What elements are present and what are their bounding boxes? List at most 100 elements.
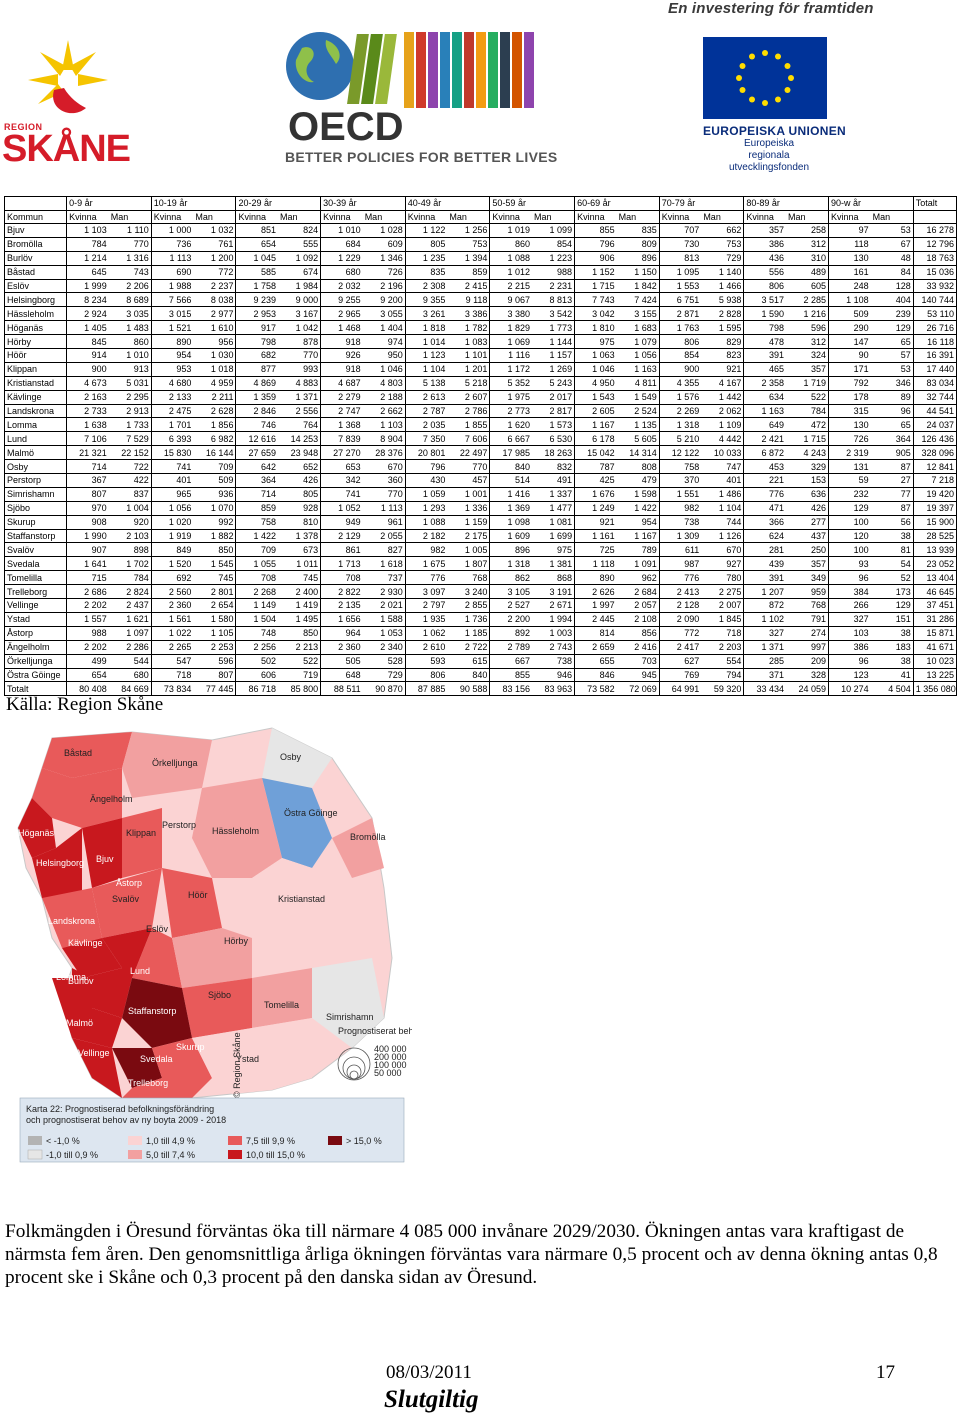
- value-cell: 988: [532, 264, 576, 280]
- map-label: Trelleborg: [128, 1078, 168, 1088]
- map-label: Svedala: [140, 1054, 173, 1064]
- age-group-header: 10-19 år: [150, 196, 237, 211]
- kvinna-header: Kvinna: [574, 209, 617, 224]
- value-cell: 593: [404, 653, 448, 669]
- table-row: Klippan 900 913 953 1 018 877 993 918 1 046 1 104…: [3, 361, 958, 377]
- value-cell: 769: [658, 667, 702, 683]
- eu-stars-icon: [736, 50, 794, 106]
- value-cell: 357: [785, 361, 830, 377]
- value-cell: 753: [701, 236, 745, 252]
- map-label: Malmö: [66, 1018, 93, 1028]
- kommun-cell: Bjuv: [3, 223, 68, 238]
- value-cell: 2 279: [320, 389, 363, 405]
- value-cell: 1 551: [658, 486, 702, 502]
- value-cell: 53: [870, 361, 914, 377]
- age-group-header: 40-49 år: [404, 196, 491, 211]
- map-label: Bjuv: [96, 854, 114, 864]
- map-region-burlov: [72, 968, 92, 1008]
- value-cell: 2 269: [658, 403, 702, 419]
- value-cell: 670: [701, 542, 745, 558]
- value-cell: 342: [320, 473, 363, 488]
- value-cell: 662: [701, 223, 745, 238]
- value-cell: 653: [320, 459, 363, 475]
- value-cell: 7 350: [404, 431, 448, 447]
- value-cell: 1 346: [362, 250, 406, 266]
- value-cell: 1 702: [108, 556, 152, 572]
- value-cell: 667: [489, 653, 532, 669]
- body-paragraph: Folkmängden i Öresund förväntas öka till…: [5, 1221, 938, 1288]
- legend-item: -1,0 till 0,9 %: [46, 1150, 98, 1160]
- value-cell: 975: [532, 542, 576, 558]
- value-cell: 1 336: [447, 500, 491, 516]
- value-cell: 48: [870, 250, 914, 266]
- value-cell: 8 234: [66, 292, 109, 308]
- value-cell: 908: [66, 514, 109, 530]
- value-cell: 1 656: [320, 611, 363, 627]
- value-cell: 285: [743, 653, 786, 669]
- value-cell: 386: [828, 639, 871, 655]
- value-cell: 1 371: [743, 639, 786, 655]
- value-cell: 457: [447, 473, 491, 488]
- value-cell: 2 417: [658, 639, 702, 655]
- value-cell: 3 240: [447, 584, 491, 600]
- value-cell: 1 683: [616, 320, 660, 336]
- value-cell: 4 673: [66, 375, 109, 391]
- value-cell: 806: [404, 667, 448, 683]
- value-cell: 151: [870, 611, 914, 627]
- value-cell: 738: [658, 514, 702, 530]
- value-cell: 86 718: [235, 681, 279, 697]
- map-label: Örkelljunga: [152, 758, 198, 768]
- map-label: Tomelilla: [264, 1000, 299, 1010]
- value-cell: 2 163: [66, 389, 109, 405]
- value-cell: 1 201: [447, 361, 491, 377]
- value-cell: 770: [108, 236, 152, 252]
- value-cell: 1 713: [320, 556, 363, 572]
- value-cell: 789: [616, 542, 660, 558]
- value-cell: 4 811: [616, 375, 660, 391]
- value-cell: 741: [150, 459, 194, 475]
- kvinna-header: Kvinna: [235, 209, 279, 224]
- total-cell: 18 763: [912, 250, 958, 266]
- kommun-cell: Hörby: [3, 334, 68, 350]
- value-cell: 1 676: [574, 486, 617, 502]
- value-cell: 913: [108, 361, 152, 377]
- value-cell: 2 285: [785, 292, 830, 308]
- table-row: Lund 7 106 7 529 6 393 6 982 12 616 14 253 7 83…: [3, 431, 958, 447]
- value-cell: 1 733: [108, 417, 152, 433]
- value-cell: 1 919: [150, 528, 194, 544]
- map-label: Helsingborg: [36, 858, 84, 868]
- value-cell: 1 997: [574, 598, 617, 613]
- total-cell: 16 278: [912, 223, 958, 238]
- value-cell: 860: [108, 334, 152, 350]
- value-cell: 5 218: [447, 375, 491, 391]
- value-cell: 2 747: [320, 403, 363, 419]
- value-cell: 964: [320, 625, 363, 641]
- value-cell: 1 269: [532, 361, 576, 377]
- value-cell: 89: [870, 389, 914, 405]
- value-cell: 840: [447, 667, 491, 683]
- value-cell: 5 031: [108, 375, 152, 391]
- value-cell: 129: [870, 320, 914, 336]
- value-cell: 2 196: [362, 278, 406, 294]
- value-cell: 33 434: [743, 681, 786, 697]
- value-cell: 900: [66, 361, 109, 377]
- map-region-horby: [172, 928, 252, 988]
- eu-subtitle: Europeiska regionala utvecklingsfonden: [728, 138, 810, 173]
- value-cell: 52: [870, 570, 914, 586]
- value-cell: 22 152: [108, 445, 152, 461]
- value-cell: 1 588: [362, 611, 406, 627]
- value-cell: 634: [743, 389, 786, 405]
- value-cell: 401: [150, 473, 194, 488]
- value-cell: 1 001: [447, 486, 491, 502]
- value-cell: 72 069: [616, 681, 660, 697]
- value-cell: 684: [320, 236, 363, 252]
- kvinna-header: Kvinna: [489, 209, 532, 224]
- value-cell: 209: [785, 653, 830, 669]
- value-cell: 1 109: [701, 417, 745, 433]
- total-cell: 1 356 080: [912, 681, 958, 697]
- value-cell: 1 163: [743, 403, 786, 419]
- value-cell: 4 504: [870, 681, 914, 697]
- value-cell: 1 935: [404, 611, 448, 627]
- value-cell: 2 817: [532, 403, 576, 419]
- value-cell: 2 965: [320, 306, 363, 322]
